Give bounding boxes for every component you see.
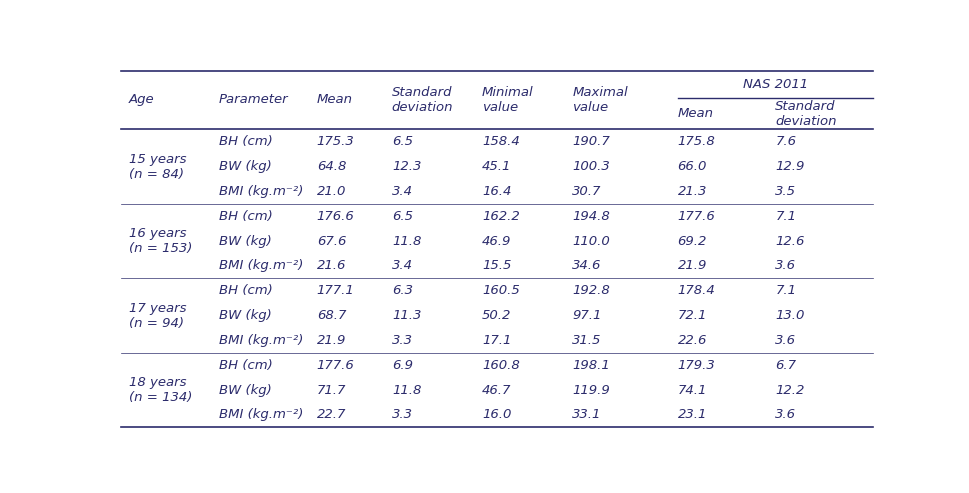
Text: 177.1: 177.1 bbox=[316, 284, 354, 297]
Text: 3.4: 3.4 bbox=[391, 259, 413, 273]
Text: BMI (kg.m⁻²): BMI (kg.m⁻²) bbox=[219, 185, 303, 198]
Text: 175.3: 175.3 bbox=[316, 135, 354, 148]
Text: 21.9: 21.9 bbox=[676, 259, 706, 273]
Text: 31.5: 31.5 bbox=[572, 334, 601, 347]
Text: 6.7: 6.7 bbox=[774, 359, 796, 372]
Text: 97.1: 97.1 bbox=[572, 309, 601, 322]
Text: 34.6: 34.6 bbox=[572, 259, 601, 273]
Text: 67.6: 67.6 bbox=[316, 235, 346, 247]
Text: 46.9: 46.9 bbox=[482, 235, 511, 247]
Text: 6.9: 6.9 bbox=[391, 359, 413, 372]
Text: 3.3: 3.3 bbox=[391, 334, 413, 347]
Text: BW (kg): BW (kg) bbox=[219, 309, 271, 322]
Text: 6.5: 6.5 bbox=[391, 135, 413, 148]
Text: BMI (kg.m⁻²): BMI (kg.m⁻²) bbox=[219, 409, 303, 422]
Text: 162.2: 162.2 bbox=[482, 210, 519, 223]
Text: 3.6: 3.6 bbox=[774, 334, 796, 347]
Text: 50.2: 50.2 bbox=[482, 309, 511, 322]
Text: 190.7: 190.7 bbox=[572, 135, 610, 148]
Text: 7.1: 7.1 bbox=[774, 284, 796, 297]
Text: BH (cm): BH (cm) bbox=[219, 359, 272, 372]
Text: BH (cm): BH (cm) bbox=[219, 135, 272, 148]
Text: BMI (kg.m⁻²): BMI (kg.m⁻²) bbox=[219, 334, 303, 347]
Text: 11.8: 11.8 bbox=[391, 235, 421, 247]
Text: Maximal
value: Maximal value bbox=[572, 86, 627, 114]
Text: 160.5: 160.5 bbox=[482, 284, 519, 297]
Text: 158.4: 158.4 bbox=[482, 135, 519, 148]
Text: 3.4: 3.4 bbox=[391, 185, 413, 198]
Text: 22.7: 22.7 bbox=[316, 409, 346, 422]
Text: 15 years
(n = 84): 15 years (n = 84) bbox=[129, 153, 186, 180]
Text: 17 years
(n = 94): 17 years (n = 94) bbox=[129, 302, 186, 330]
Text: 74.1: 74.1 bbox=[676, 384, 706, 397]
Text: BH (cm): BH (cm) bbox=[219, 284, 272, 297]
Text: 7.6: 7.6 bbox=[774, 135, 796, 148]
Text: 3.6: 3.6 bbox=[774, 259, 796, 273]
Text: 16 years
(n = 153): 16 years (n = 153) bbox=[129, 227, 192, 255]
Text: Parameter: Parameter bbox=[219, 94, 289, 106]
Text: 13.0: 13.0 bbox=[774, 309, 804, 322]
Text: 21.0: 21.0 bbox=[316, 185, 346, 198]
Text: 16.4: 16.4 bbox=[482, 185, 511, 198]
Text: 64.8: 64.8 bbox=[316, 160, 346, 173]
Text: 17.1: 17.1 bbox=[482, 334, 511, 347]
Text: 72.1: 72.1 bbox=[676, 309, 706, 322]
Text: 175.8: 175.8 bbox=[676, 135, 714, 148]
Text: 23.1: 23.1 bbox=[676, 409, 706, 422]
Text: 7.1: 7.1 bbox=[774, 210, 796, 223]
Text: 3.5: 3.5 bbox=[774, 185, 796, 198]
Text: 11.8: 11.8 bbox=[391, 384, 421, 397]
Text: 12.6: 12.6 bbox=[774, 235, 804, 247]
Text: Standard
deviation: Standard deviation bbox=[391, 86, 453, 114]
Text: 12.2: 12.2 bbox=[774, 384, 804, 397]
Text: 119.9: 119.9 bbox=[572, 384, 610, 397]
Text: 33.1: 33.1 bbox=[572, 409, 601, 422]
Text: 68.7: 68.7 bbox=[316, 309, 346, 322]
Text: 176.6: 176.6 bbox=[316, 210, 354, 223]
Text: Minimal
value: Minimal value bbox=[482, 86, 533, 114]
Text: BMI (kg.m⁻²): BMI (kg.m⁻²) bbox=[219, 259, 303, 273]
Text: 160.8: 160.8 bbox=[482, 359, 519, 372]
Text: 178.4: 178.4 bbox=[676, 284, 714, 297]
Text: 192.8: 192.8 bbox=[572, 284, 610, 297]
Text: Mean: Mean bbox=[316, 94, 353, 106]
Text: 100.3: 100.3 bbox=[572, 160, 610, 173]
Text: 6.5: 6.5 bbox=[391, 210, 413, 223]
Text: 66.0: 66.0 bbox=[676, 160, 706, 173]
Text: 30.7: 30.7 bbox=[572, 185, 601, 198]
Text: Mean: Mean bbox=[676, 107, 713, 120]
Text: BW (kg): BW (kg) bbox=[219, 160, 271, 173]
Text: BW (kg): BW (kg) bbox=[219, 384, 271, 397]
Text: 18 years
(n = 134): 18 years (n = 134) bbox=[129, 376, 192, 404]
Text: 45.1: 45.1 bbox=[482, 160, 511, 173]
Text: 3.3: 3.3 bbox=[391, 409, 413, 422]
Text: 12.3: 12.3 bbox=[391, 160, 421, 173]
Text: 6.3: 6.3 bbox=[391, 284, 413, 297]
Text: 71.7: 71.7 bbox=[316, 384, 346, 397]
Text: 16.0: 16.0 bbox=[482, 409, 511, 422]
Text: 179.3: 179.3 bbox=[676, 359, 714, 372]
Text: NAS 2011: NAS 2011 bbox=[742, 78, 807, 91]
Text: 21.6: 21.6 bbox=[316, 259, 346, 273]
Text: 21.3: 21.3 bbox=[676, 185, 706, 198]
Text: 21.9: 21.9 bbox=[316, 334, 346, 347]
Text: 46.7: 46.7 bbox=[482, 384, 511, 397]
Text: BW (kg): BW (kg) bbox=[219, 235, 271, 247]
Text: 194.8: 194.8 bbox=[572, 210, 610, 223]
Text: 11.3: 11.3 bbox=[391, 309, 421, 322]
Text: 3.6: 3.6 bbox=[774, 409, 796, 422]
Text: 177.6: 177.6 bbox=[316, 359, 354, 372]
Text: 12.9: 12.9 bbox=[774, 160, 804, 173]
Text: 110.0: 110.0 bbox=[572, 235, 610, 247]
Text: Standard
deviation: Standard deviation bbox=[774, 100, 836, 128]
Text: BH (cm): BH (cm) bbox=[219, 210, 272, 223]
Text: 22.6: 22.6 bbox=[676, 334, 706, 347]
Text: 177.6: 177.6 bbox=[676, 210, 714, 223]
Text: 69.2: 69.2 bbox=[676, 235, 706, 247]
Text: Age: Age bbox=[129, 94, 154, 106]
Text: 198.1: 198.1 bbox=[572, 359, 610, 372]
Text: 15.5: 15.5 bbox=[482, 259, 511, 273]
